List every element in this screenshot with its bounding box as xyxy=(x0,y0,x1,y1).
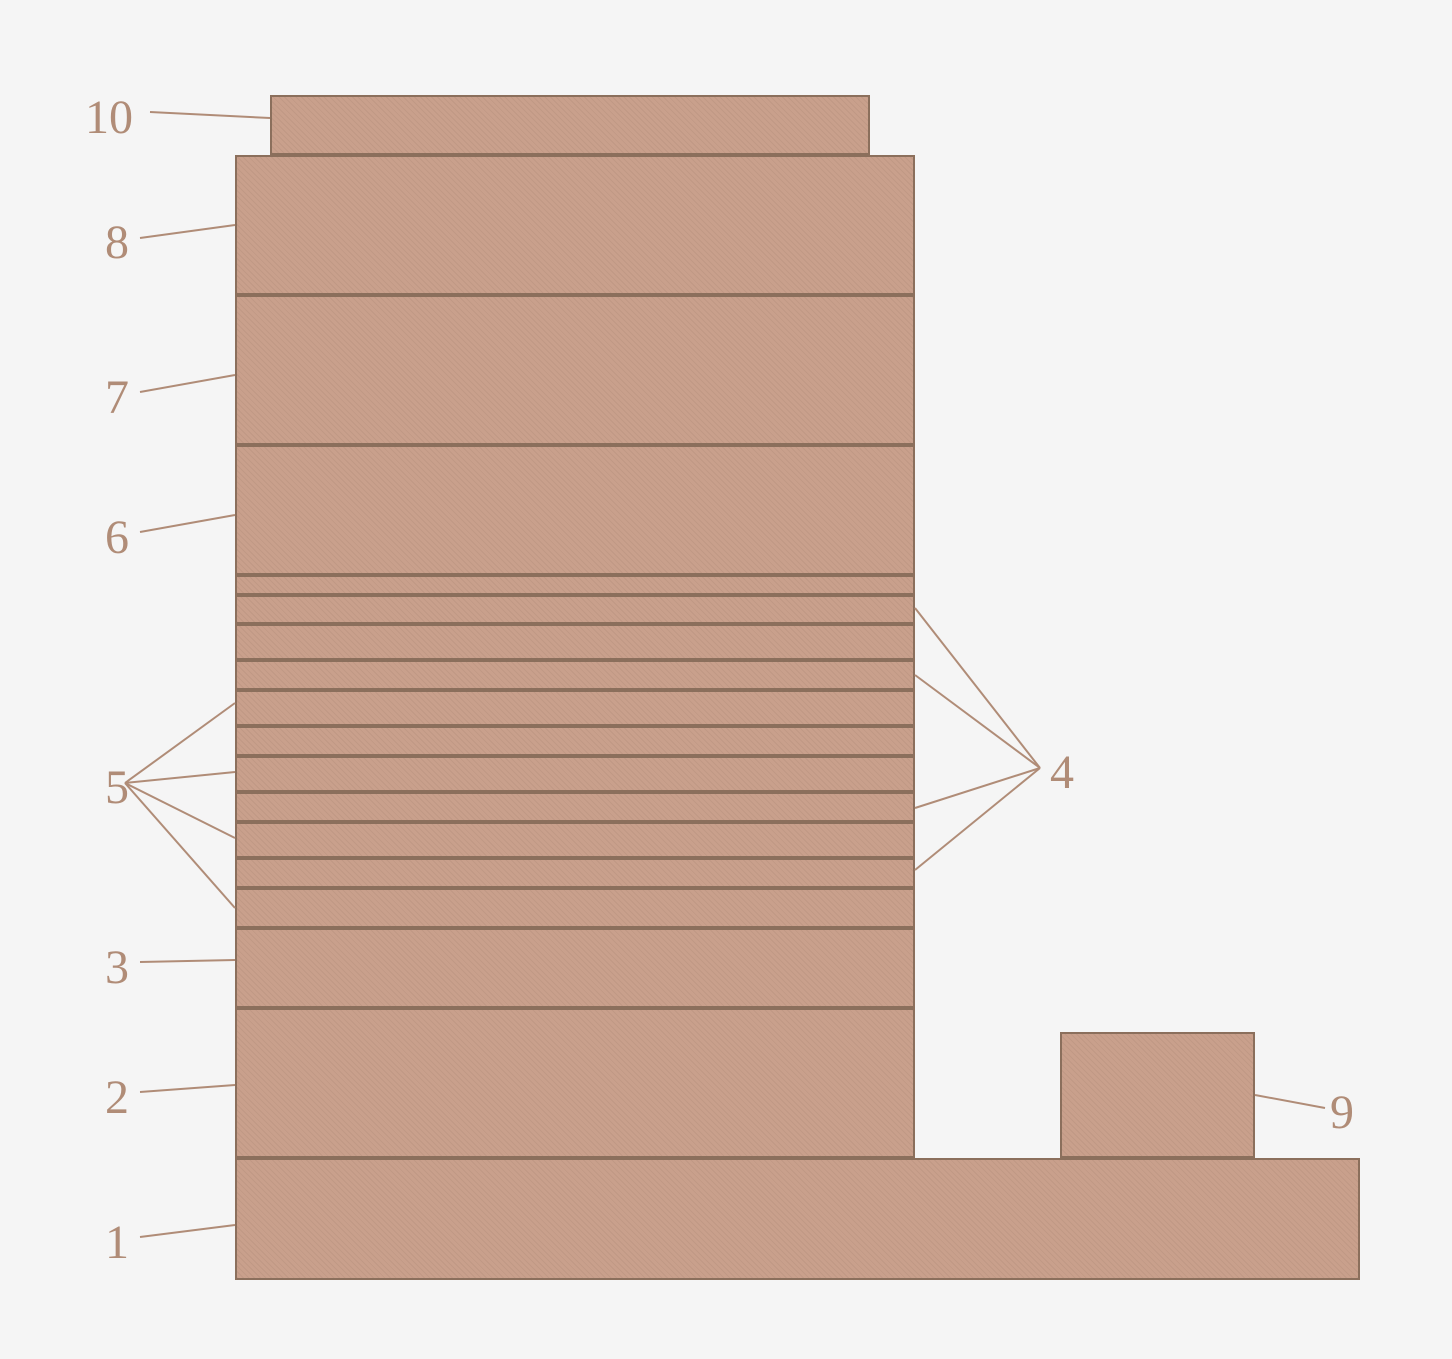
leader-line xyxy=(915,608,1040,768)
layer-layer8 xyxy=(235,155,915,295)
layer-thin_top xyxy=(235,575,915,595)
layer-substrate xyxy=(235,1158,1360,1280)
layer-thin_b5 xyxy=(235,595,915,624)
leader-line xyxy=(915,768,1040,808)
layer-thin_a2 xyxy=(235,822,915,858)
layer-layer6 xyxy=(235,445,915,575)
leader-line xyxy=(140,515,235,532)
layer-thin_a4 xyxy=(235,690,915,726)
label-5: 5 xyxy=(105,760,129,815)
label-9: 9 xyxy=(1330,1085,1354,1140)
label-7: 7 xyxy=(105,370,129,425)
label-10: 10 xyxy=(85,90,133,145)
layer-thin_b2 xyxy=(235,792,915,822)
leader-line xyxy=(140,960,235,962)
leader-line xyxy=(140,375,235,392)
layer-top10 xyxy=(270,95,870,155)
leader-line xyxy=(125,783,235,908)
layer-layer3 xyxy=(235,928,915,1008)
layer-layer7 xyxy=(235,295,915,445)
leader-line xyxy=(140,1085,235,1092)
label-6: 6 xyxy=(105,510,129,565)
leader-line xyxy=(125,783,235,838)
layer-thin_a1 xyxy=(235,888,915,928)
leader-line xyxy=(140,225,235,238)
leader-line xyxy=(150,112,270,118)
layer-thin_a3 xyxy=(235,756,915,792)
leader-line xyxy=(1255,1095,1325,1108)
layer-thin_b3 xyxy=(235,726,915,756)
label-1: 1 xyxy=(105,1215,129,1270)
leader-line xyxy=(125,703,235,783)
layer-thin_b1 xyxy=(235,858,915,888)
label-2: 2 xyxy=(105,1070,129,1125)
leader-line xyxy=(915,768,1040,870)
layer-thin_b4 xyxy=(235,660,915,690)
leader-line xyxy=(915,675,1040,768)
label-8: 8 xyxy=(105,215,129,270)
layer-layer2 xyxy=(235,1008,915,1158)
leader-line xyxy=(125,772,235,783)
layer-stack-diagram: 10 8 7 6 5 3 2 1 4 9 xyxy=(0,0,1452,1359)
leader-line xyxy=(140,1225,235,1237)
layer-contact9 xyxy=(1060,1032,1255,1158)
label-4: 4 xyxy=(1050,745,1074,800)
label-3: 3 xyxy=(105,940,129,995)
layer-thin_a5 xyxy=(235,624,915,660)
